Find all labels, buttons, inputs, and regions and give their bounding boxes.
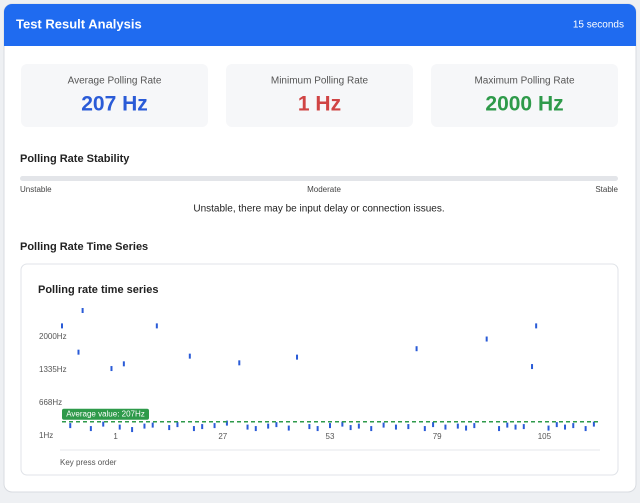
y-tick-label: 1335Hz: [39, 365, 67, 374]
point: [444, 424, 447, 430]
point: [370, 426, 373, 432]
stat-value: 1 Hz: [298, 93, 341, 116]
x-tick-label: 105: [538, 432, 552, 441]
point: [394, 424, 397, 430]
average-label: Average value: 207Hz: [66, 409, 145, 418]
point: [584, 426, 587, 432]
chart-title: Polling rate time series: [38, 284, 158, 296]
point: [382, 422, 385, 428]
scale-label: Moderate: [307, 185, 341, 194]
stat-label: Average Polling Rate: [68, 76, 162, 87]
point: [267, 423, 270, 429]
point: [341, 421, 344, 427]
point: [564, 424, 567, 430]
section-title: Polling Rate Time Series: [20, 241, 148, 253]
point: [407, 424, 410, 430]
x-tick-label: 27: [218, 432, 227, 441]
point: [456, 423, 459, 429]
point: [168, 425, 171, 431]
point: [506, 422, 509, 428]
point: [225, 420, 228, 426]
scale-label: Unstable: [20, 185, 52, 194]
stat-card: [21, 64, 208, 127]
stability-bar: [20, 176, 618, 181]
point: [349, 425, 352, 431]
stat-value: 207 Hz: [81, 93, 148, 116]
point: [81, 308, 84, 313]
point: [547, 425, 550, 431]
point: [110, 366, 113, 372]
y-tick-label: 668Hz: [39, 398, 62, 407]
stability-message: Unstable, there may be input delay or co…: [193, 204, 444, 215]
point: [357, 423, 360, 429]
stat-card: [431, 64, 618, 127]
point: [102, 421, 105, 427]
point: [213, 423, 216, 429]
point: [275, 422, 278, 428]
point: [238, 360, 241, 366]
point: [592, 421, 595, 427]
y-tick-label: 2000Hz: [39, 332, 67, 341]
stat-value: 2000 Hz: [485, 93, 563, 116]
point: [535, 323, 538, 329]
point: [61, 323, 63, 329]
point: [514, 424, 517, 430]
duration: 15 seconds: [573, 20, 624, 31]
stat-card: [226, 64, 413, 127]
point: [287, 425, 290, 431]
y-tick-label: 1Hz: [39, 431, 53, 440]
header-bar: [4, 4, 636, 46]
point: [89, 426, 92, 432]
header-title: Test Result Analysis: [16, 16, 142, 31]
stat-label: Minimum Polling Rate: [271, 76, 369, 87]
point: [176, 422, 179, 428]
point: [329, 423, 331, 429]
point: [201, 424, 204, 430]
point: [254, 426, 257, 432]
x-axis-label: Key press order: [60, 458, 117, 467]
point: [122, 361, 125, 367]
point: [423, 426, 426, 432]
section-title: Polling Rate Stability: [20, 153, 130, 165]
x-tick-label: 1: [113, 432, 118, 441]
point: [522, 424, 525, 430]
point: [473, 423, 476, 429]
point: [246, 424, 249, 430]
point: [531, 364, 534, 370]
point: [296, 354, 299, 360]
point: [69, 423, 72, 429]
point: [498, 426, 501, 432]
point: [316, 426, 319, 432]
point: [572, 423, 575, 429]
x-tick-label: 53: [326, 432, 335, 441]
point: [192, 426, 195, 432]
scale-label: Stable: [595, 185, 618, 194]
point: [308, 424, 311, 430]
stat-label: Maximum Polling Rate: [474, 76, 574, 87]
point: [155, 323, 158, 329]
point: [188, 353, 191, 359]
point: [143, 423, 146, 429]
point: [77, 349, 80, 355]
point: [485, 336, 488, 342]
point: [131, 427, 134, 433]
average-badge: [62, 408, 149, 420]
point: [151, 422, 154, 428]
point: [118, 424, 121, 430]
point: [465, 425, 468, 431]
point: [415, 346, 418, 352]
x-tick-label: 79: [433, 432, 442, 441]
point: [432, 422, 435, 428]
point: [555, 422, 558, 428]
